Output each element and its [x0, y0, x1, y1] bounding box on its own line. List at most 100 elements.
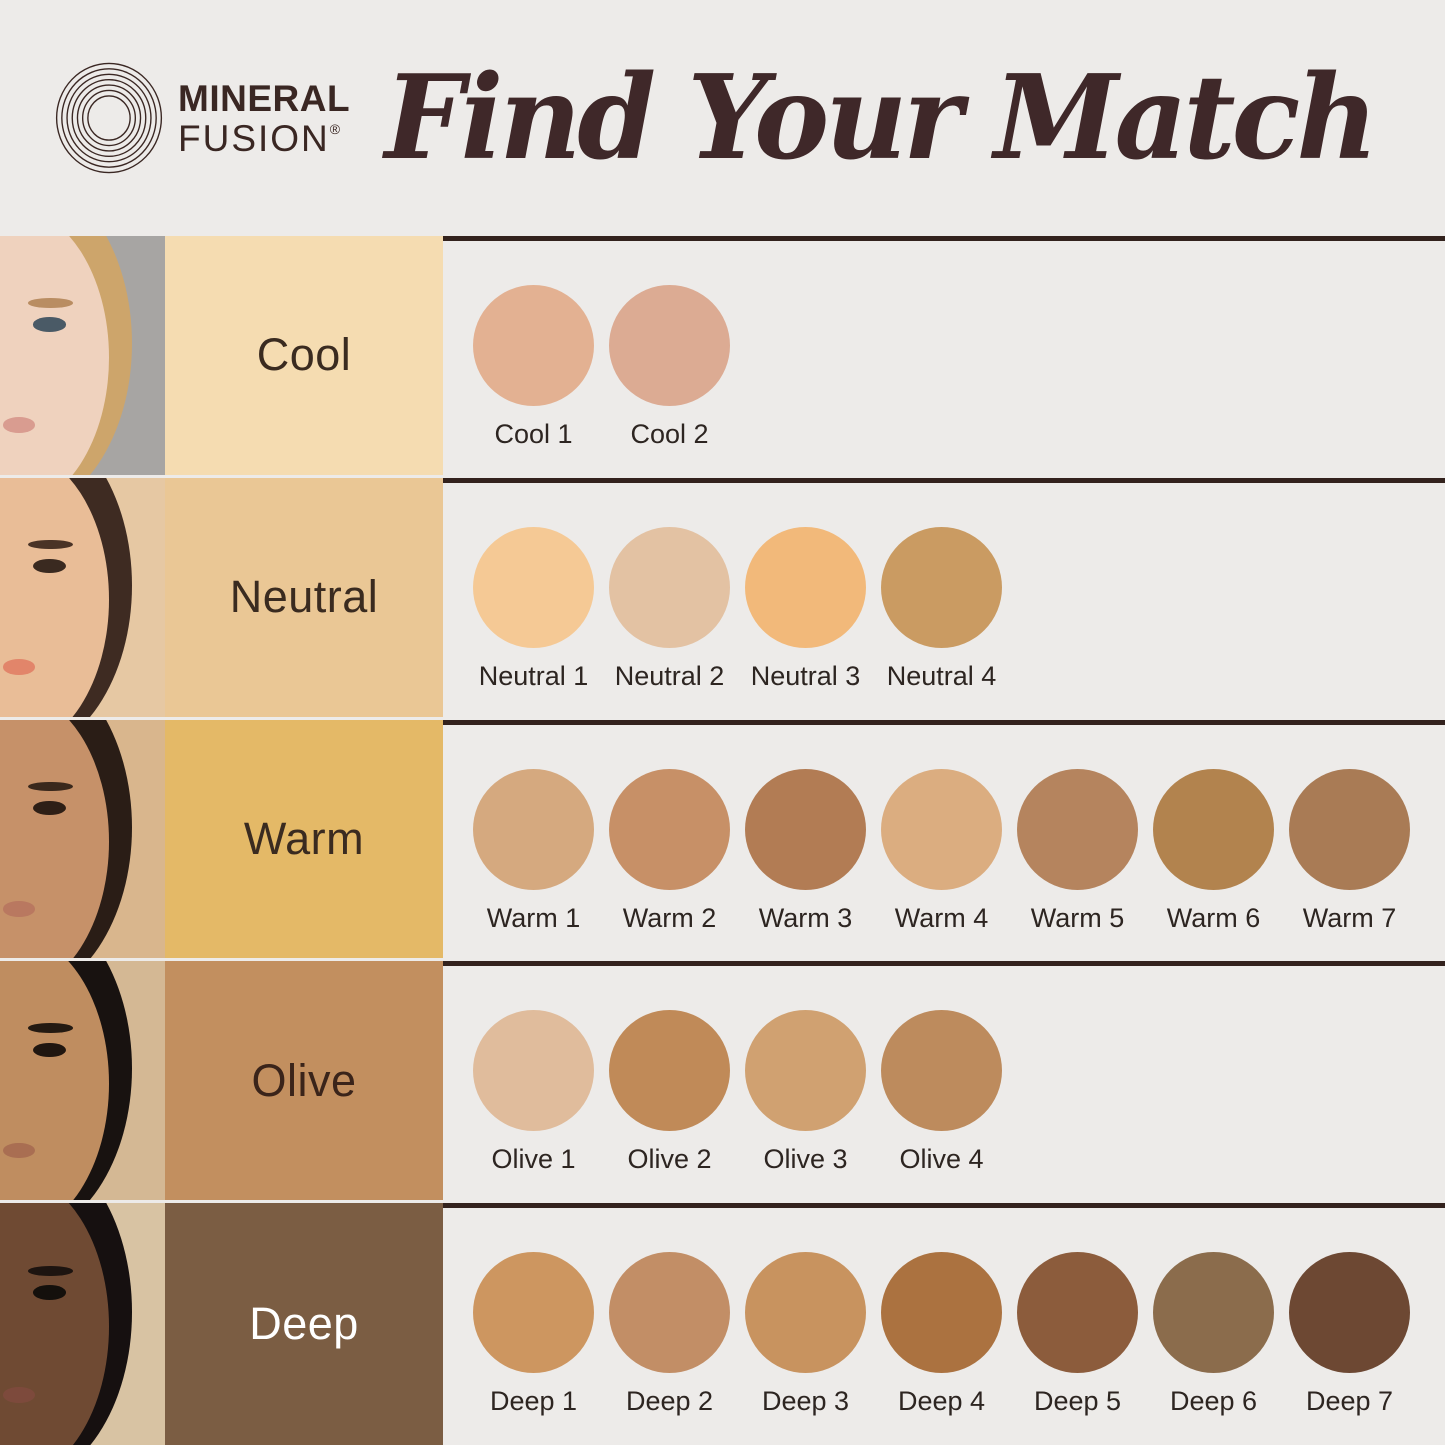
shade-color-dot: [1153, 1252, 1274, 1374]
shade-swatch: Deep 3: [745, 1252, 866, 1417]
eyebrow-shape: [28, 1023, 73, 1034]
shade-name: Neutral 3: [750, 660, 861, 691]
face-shape: [0, 961, 109, 1201]
shade-color-dot: [745, 1010, 866, 1132]
shade-color-dot: [881, 526, 1002, 648]
lips-shape: [3, 1142, 35, 1159]
shade-swatch: Warm 1: [473, 768, 594, 934]
swatch-strip-cool: Cool 1 Cool 2: [443, 236, 1445, 478]
shade-color-dot: [881, 1252, 1002, 1374]
eyebrow-shape: [28, 539, 73, 550]
shade-swatch: Olive 1: [473, 1010, 594, 1175]
shade-swatch: Warm 5: [1017, 768, 1138, 934]
shade-name: Warm 1: [486, 902, 581, 933]
undertone-label-deep: Deep: [165, 1203, 443, 1445]
shade-name: Warm 5: [1030, 902, 1125, 933]
shade-name: Olive 3: [763, 1144, 848, 1175]
shade-name: Warm 7: [1302, 902, 1397, 933]
shade-swatch: Olive 3: [745, 1010, 866, 1175]
shade-swatch: Olive 2: [609, 1010, 730, 1175]
shade-color-dot: [473, 285, 594, 406]
eyebrow-shape: [28, 781, 73, 792]
shade-color-dot: [609, 1252, 730, 1374]
undertone-label-warm: Warm: [165, 719, 443, 962]
shade-swatch: Deep 2: [609, 1252, 730, 1417]
shade-swatch: Cool 1: [473, 285, 594, 450]
shade-row-neutral: Neutral Neutral 1 Neutral 2 Neutral 3 Ne…: [0, 477, 1445, 720]
model-portrait-olive: [0, 961, 165, 1204]
shade-color-dot: [609, 526, 730, 648]
shade-color-dot: [1017, 768, 1138, 890]
shade-name: Neutral 2: [614, 660, 725, 691]
swatch-strip-olive: Olive 1 Olive 2 Olive 3 Olive 4: [443, 961, 1445, 1203]
shade-name: Olive 1: [491, 1144, 576, 1175]
page-title: Find Your Match: [384, 50, 1379, 186]
undertone-label-neutral: Neutral: [165, 477, 443, 720]
shade-name: Olive 4: [899, 1144, 984, 1175]
eye-shape: [33, 1285, 66, 1300]
shade-name: Warm 4: [894, 902, 989, 933]
eyebrow-shape: [28, 1266, 73, 1276]
shade-swatch: Deep 6: [1153, 1252, 1274, 1417]
face-shape: [0, 477, 109, 717]
shade-color-dot: [745, 526, 866, 648]
shade-name: Cool 1: [494, 419, 573, 449]
lips-shape: [3, 1386, 35, 1403]
shade-name: Deep 3: [761, 1386, 850, 1417]
shade-name: Deep 5: [1033, 1386, 1122, 1417]
shade-name: Deep 6: [1169, 1386, 1258, 1417]
shade-name: Deep 2: [625, 1386, 714, 1417]
shade-name: Olive 2: [627, 1144, 712, 1175]
eye-shape: [33, 800, 66, 816]
lips-shape: [3, 901, 35, 917]
header: MINERAL FUSION ® Find Your Match: [0, 0, 1445, 236]
model-portrait-cool: [0, 236, 165, 478]
shade-row-olive: Olive Olive 1 Olive 2 Olive 3 Olive 4: [0, 961, 1445, 1204]
eye-shape: [33, 317, 66, 332]
shade-name: Warm 2: [622, 902, 717, 933]
shade-color-dot: [1289, 1252, 1410, 1374]
face-shape: [0, 719, 109, 959]
model-portrait-warm: [0, 719, 165, 962]
shade-color-dot: [609, 1010, 730, 1132]
shade-swatch: Neutral 2: [609, 526, 730, 692]
shade-color-dot: [1153, 768, 1274, 890]
brand-name-line1: MINERAL: [178, 77, 351, 119]
shade-color-dot: [473, 1010, 594, 1132]
shade-color-dot: [1289, 768, 1410, 890]
swatch-strip-deep: Deep 1 Deep 2 Deep 3 Deep 4 Deep 5 Deep …: [443, 1203, 1445, 1445]
shade-color-dot: [881, 1010, 1002, 1132]
shade-swatch: Deep 5: [1017, 1252, 1138, 1417]
face-shape: [0, 1203, 109, 1445]
shade-color-dot: [473, 768, 594, 890]
shade-color-dot: [1017, 1252, 1138, 1374]
shade-swatch: Cool 2: [609, 285, 730, 450]
brand-logo: MINERAL FUSION ®: [52, 61, 350, 175]
registered-trademark-symbol: ®: [329, 120, 343, 137]
model-portrait-neutral: [0, 477, 165, 720]
eye-shape: [33, 558, 66, 574]
shade-swatch: Warm 6: [1153, 768, 1274, 934]
shade-name: Deep 4: [897, 1386, 986, 1417]
shade-swatch: Warm 7: [1289, 768, 1410, 934]
shade-row-deep: Deep Deep 1 Deep 2 Deep 3 Deep 4 Deep 5 …: [0, 1203, 1445, 1445]
lips-shape: [3, 417, 35, 433]
shade-color-dot: [609, 768, 730, 890]
shade-swatch: Warm 3: [745, 768, 866, 934]
eye-shape: [33, 1042, 66, 1057]
undertone-label-cool: Cool: [165, 236, 443, 478]
shade-name: Deep 1: [489, 1386, 578, 1417]
shade-swatch: Neutral 3: [745, 526, 866, 692]
shade-name: Cool 2: [630, 419, 709, 449]
shade-color-dot: [609, 285, 730, 406]
model-portrait-deep: [0, 1203, 165, 1445]
shade-swatch: Deep 1: [473, 1252, 594, 1417]
shade-swatch: Deep 4: [881, 1252, 1002, 1417]
swatch-strip-neutral: Neutral 1 Neutral 2 Neutral 3 Neutral 4: [443, 477, 1445, 720]
shade-row-cool: Cool Cool 1 Cool 2: [0, 236, 1445, 478]
shade-color-dot: [881, 768, 1002, 890]
concentric-rings-icon: [55, 62, 163, 174]
brand-wordmark: MINERAL FUSION ®: [178, 80, 350, 157]
shade-row-warm: Warm Warm 1 Warm 2 Warm 3 Warm 4 Warm 5 …: [0, 719, 1445, 962]
